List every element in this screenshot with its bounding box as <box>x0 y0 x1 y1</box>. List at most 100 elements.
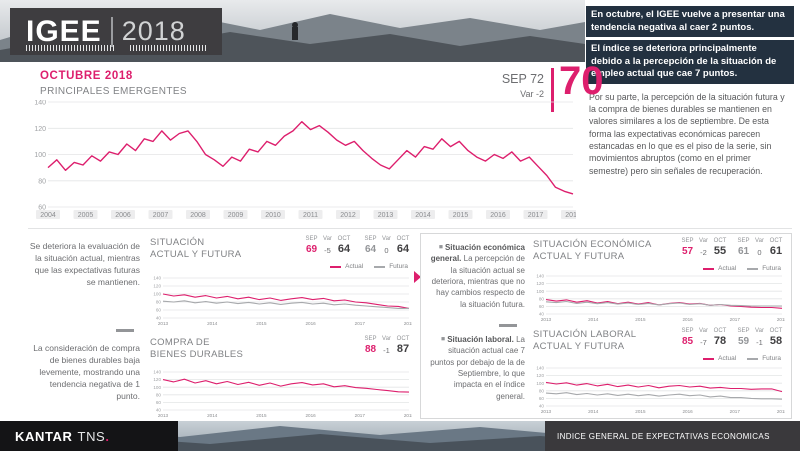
panel-title: SITUACIÓN ECONÓMICA ACTUAL Y FUTURA <box>533 239 652 264</box>
section-divider <box>28 228 792 229</box>
svg-text:2016: 2016 <box>682 409 693 414</box>
stat-header: SEP <box>681 238 694 244</box>
barcode-decoration-icon <box>130 45 208 51</box>
stat-table-durables: SEP Var OCT 88 -1 87 <box>362 336 412 355</box>
stat-header: SEP <box>364 236 377 242</box>
svg-text:60: 60 <box>156 400 162 405</box>
stat-header: Var <box>382 236 391 242</box>
month-title: OCTUBRE 2018 <box>40 70 133 82</box>
stat-table-futura: SEP Var OCT 59 -1 58 <box>735 328 785 347</box>
stat-tables: SEP Var OCT 88 -1 87 <box>362 336 412 355</box>
chart-legend: Actual Futura <box>330 263 408 270</box>
logo-year: 2018 <box>121 16 186 46</box>
svg-text:100: 100 <box>153 385 161 390</box>
panel-compra-bienes-durables: COMPRA DE BIENES DURABLES SEP Var OCT 88 -1… <box>150 336 415 418</box>
stat-tables: SEP Var OCT 69 -5 64 SEP Var OCT 64 0 64 <box>303 236 412 255</box>
stat-oct-value: 64 <box>337 243 351 255</box>
kantar-tns-logo: KANTAR TNS . <box>0 421 178 451</box>
svg-text:2015: 2015 <box>256 321 267 326</box>
stat-var-value: -2 <box>700 247 707 257</box>
kpi-var-label: Var <box>520 89 534 99</box>
stat-table-futura: SEP Var OCT 64 0 64 <box>362 236 412 255</box>
svg-text:2018: 2018 <box>404 321 412 326</box>
actual-line-swatch-icon <box>703 357 715 360</box>
note-body: La percepción de la situación actual se … <box>431 254 525 309</box>
stat-table-actual: SEP Var OCT 57 -2 55 <box>679 238 729 257</box>
stat-var-value: 0 <box>384 245 389 255</box>
svg-text:2017: 2017 <box>528 212 544 219</box>
stat-sep-value: 85 <box>681 336 694 348</box>
svg-text:2018: 2018 <box>777 409 785 414</box>
stat-header: OCT <box>769 328 783 334</box>
svg-text:2013: 2013 <box>541 409 552 414</box>
stat-var-value: -1 <box>383 345 390 355</box>
stat-sep-value: 88 <box>364 344 377 356</box>
futura-line-swatch-icon <box>747 267 759 270</box>
section-subtitle: PRINCIPALES EMERGENTES <box>40 86 187 97</box>
brand-kantar: KANTAR <box>15 428 73 444</box>
svg-text:2012: 2012 <box>340 212 356 219</box>
note-bienes-durables: La consideración de compra de bienes dur… <box>33 343 140 402</box>
note-body: La situación actual cae 7 puntos por deb… <box>430 335 525 401</box>
panel-title: SITUACIÓN LABORAL ACTUAL Y FUTURA <box>533 329 636 354</box>
panel-title-line1: SITUACIÓN <box>150 237 205 248</box>
legend-actual-label: Actual <box>718 355 737 362</box>
svg-text:2015: 2015 <box>256 413 267 418</box>
dash-separator <box>499 324 517 327</box>
svg-text:2017: 2017 <box>730 317 741 322</box>
panel-situacion-laboral: SITUACIÓN LABORAL ACTUAL Y FUTURA SEP Var… <box>533 328 788 414</box>
svg-text:80: 80 <box>539 388 545 393</box>
svg-text:40: 40 <box>539 404 545 409</box>
stat-tables: SEP Var OCT 57 -2 55 SEP Var OCT 61 0 61 <box>679 238 785 257</box>
stat-header: SEP <box>737 238 750 244</box>
stat-header: SEP <box>681 328 694 334</box>
kpi-current-value: 70 <box>559 59 604 103</box>
panel-title: SITUACIÓN ACTUAL Y FUTURA <box>150 237 241 262</box>
svg-text:120: 120 <box>34 126 46 133</box>
right-detail-box: ◼ Situación económica general. La percepc… <box>420 233 792 419</box>
panel-title-line1: COMPRA DE <box>150 337 210 348</box>
kpi-sep-label: SEP <box>501 72 527 86</box>
svg-text:2007: 2007 <box>153 212 169 219</box>
svg-text:2013: 2013 <box>158 413 169 418</box>
stat-header: SEP <box>364 336 377 342</box>
stat-var-value: -1 <box>756 337 763 347</box>
kpi-sep-value: SEP 72 <box>458 72 544 86</box>
stat-sep-value: 64 <box>364 244 377 256</box>
svg-text:140: 140 <box>153 370 161 375</box>
svg-text:140: 140 <box>34 100 46 106</box>
headline-column: En octubre, el IGEE vuelve a presentar u… <box>586 6 794 177</box>
stat-oct-value: 64 <box>396 243 410 255</box>
stat-header: Var <box>755 328 764 334</box>
stat-oct-value: 87 <box>396 343 410 355</box>
kpi-divider-bar <box>551 68 554 112</box>
panel-situacion-economica: SITUACIÓN ECONÓMICA ACTUAL Y FUTURA SEP V… <box>533 238 788 322</box>
stat-header: SEP <box>737 328 750 334</box>
svg-text:2015: 2015 <box>635 409 646 414</box>
headline-highlight-1: En octubre, el IGEE vuelve a presentar u… <box>586 6 794 38</box>
svg-text:60: 60 <box>156 308 162 313</box>
stat-table-actual: SEP Var OCT 85 -7 78 <box>679 328 729 347</box>
svg-text:2018: 2018 <box>565 212 576 219</box>
svg-text:2015: 2015 <box>635 317 646 322</box>
svg-text:60: 60 <box>539 396 545 401</box>
note-situacion: Se deteriora la evaluación de la situaci… <box>29 241 140 288</box>
svg-text:120: 120 <box>536 281 544 286</box>
svg-text:2014: 2014 <box>207 413 218 418</box>
svg-text:2014: 2014 <box>588 409 599 414</box>
svg-text:2017: 2017 <box>355 413 366 418</box>
svg-text:2009: 2009 <box>228 212 244 219</box>
chart-legend: Actual Futura <box>703 265 781 272</box>
chart-legend: Actual Futura <box>703 355 781 362</box>
svg-text:2014: 2014 <box>207 321 218 326</box>
futura-line-swatch-icon <box>747 357 759 360</box>
svg-text:40: 40 <box>156 316 162 321</box>
logo-title: IGEE <box>26 14 102 48</box>
actual-line-swatch-icon <box>703 267 715 270</box>
futura-line-swatch-icon <box>374 265 386 268</box>
svg-text:100: 100 <box>536 381 544 386</box>
footer-title-bar: INDICE GENERAL DE EXPECTATIVAS ECONOMICA… <box>545 421 800 451</box>
